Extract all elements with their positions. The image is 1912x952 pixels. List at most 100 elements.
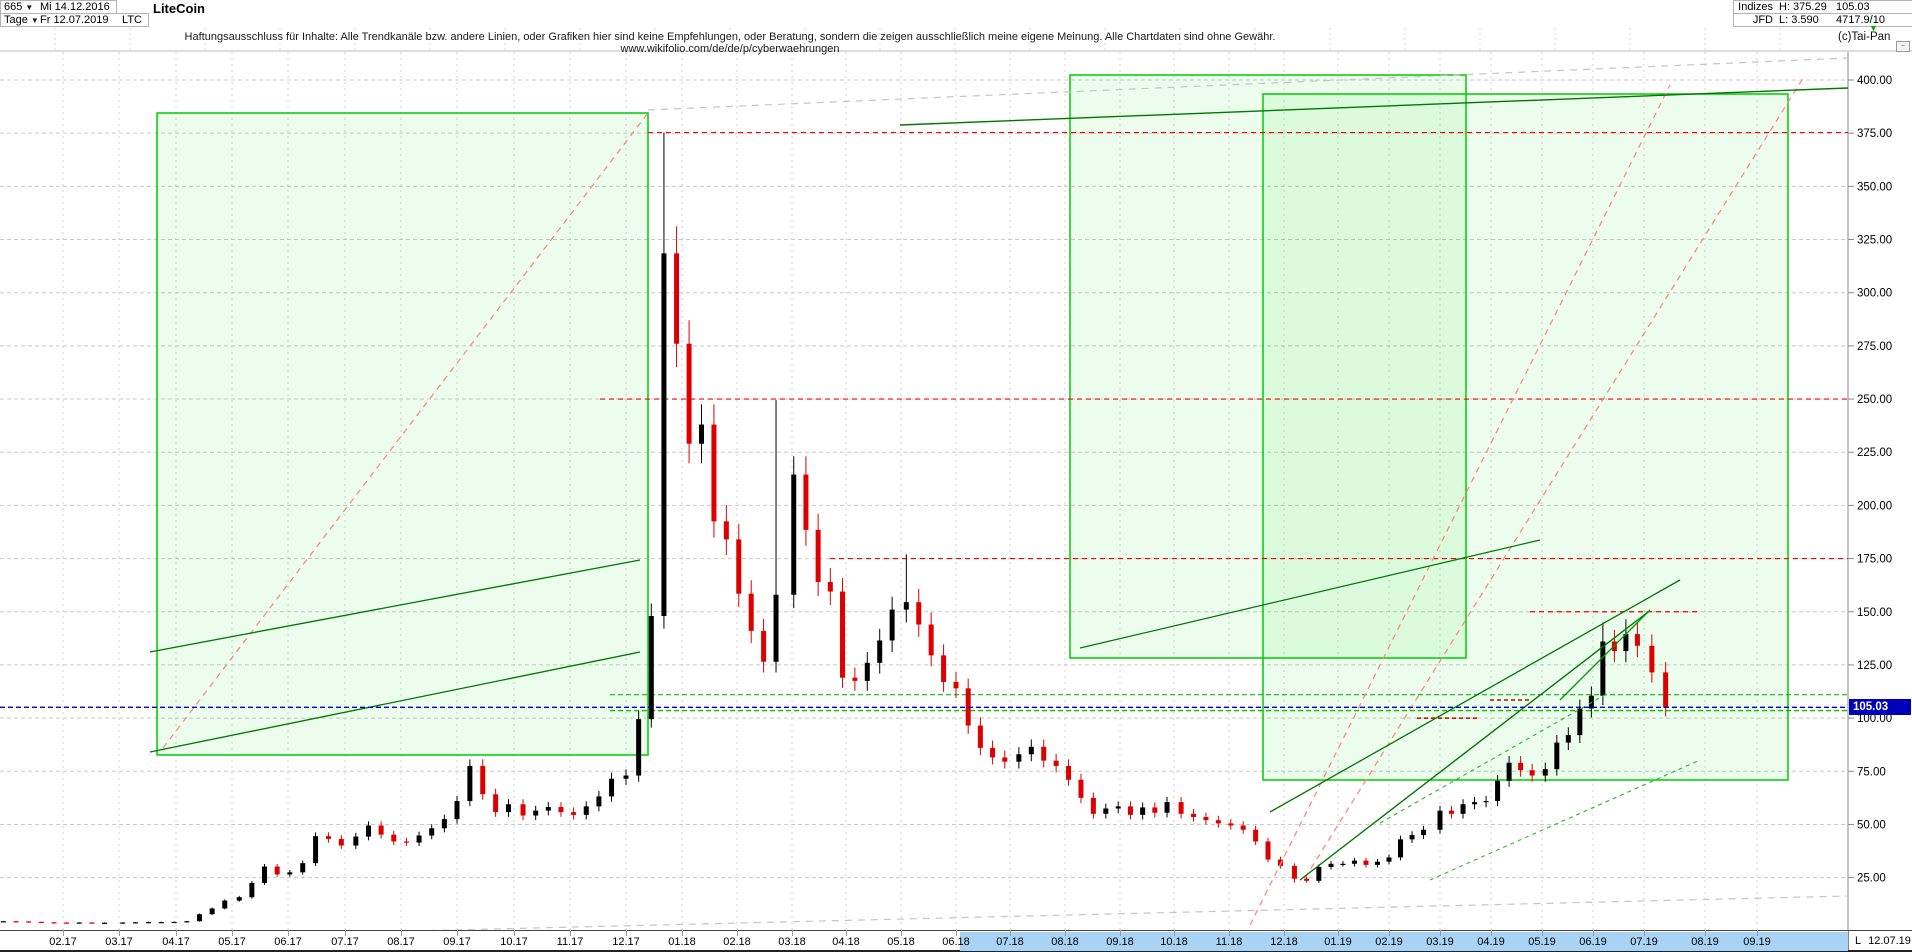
y-axis-label: 175.00 xyxy=(1857,554,1892,566)
candle-body xyxy=(1090,797,1096,814)
x-axis-label: 05.17 xyxy=(218,936,246,948)
cursor-date-cell: 12.07.19 xyxy=(1867,931,1912,950)
symbol-cell: LTC xyxy=(116,13,149,27)
timeframe-value: Tage xyxy=(4,14,28,26)
candle-body xyxy=(877,640,883,663)
candle-body xyxy=(1066,765,1072,780)
trend-line xyxy=(149,651,641,753)
date-from-field[interactable]: Mi 14.12.2016 xyxy=(37,0,117,14)
candle-body xyxy=(1053,760,1059,766)
candle-body xyxy=(1506,762,1512,781)
x-axis-tick xyxy=(176,930,177,936)
candle-body xyxy=(300,863,306,873)
candle-body xyxy=(1472,802,1478,805)
x-axis-tick xyxy=(737,930,738,936)
low-value-cell: L: 3.590 xyxy=(1776,13,1834,27)
candle-body xyxy=(325,836,331,839)
candle-body xyxy=(596,796,602,807)
candle-body xyxy=(903,602,909,610)
x-axis-label: 07.17 xyxy=(331,936,359,948)
candle-body xyxy=(1228,823,1234,826)
bars-count-dropdown[interactable]: 665 ▼ xyxy=(0,0,38,14)
candle-body xyxy=(533,810,539,816)
source-name: Indizes xyxy=(1738,1,1773,13)
candle-body xyxy=(889,609,895,641)
chevron-down-icon: ▼ xyxy=(30,15,39,25)
trend-line xyxy=(1559,609,1651,701)
date-to-field[interactable]: Fr 12.07.2019 xyxy=(37,13,117,27)
candle-body xyxy=(1542,769,1548,776)
x-axis-tick xyxy=(1174,930,1175,936)
timeframe-dropdown[interactable]: Tage ▼ xyxy=(0,13,39,27)
candle-body xyxy=(1565,735,1571,743)
x-axis-tick xyxy=(1440,930,1441,936)
x-axis-label: 06.17 xyxy=(274,936,302,948)
candle-body xyxy=(623,775,629,779)
x-axis-tick xyxy=(1705,930,1706,936)
candle-body xyxy=(1623,634,1629,652)
candle-body xyxy=(1240,825,1246,830)
x-axis-label: 06.18 xyxy=(942,936,970,948)
bars-count-value: 665 xyxy=(4,1,23,13)
x-axis-tick xyxy=(401,930,402,936)
candle-body xyxy=(1398,839,1404,858)
candle-body xyxy=(145,922,151,924)
copyright-label: (c)Tai-Pan xyxy=(1838,31,1891,43)
sell-marker-triangle-icon: ▼ xyxy=(1869,23,1878,33)
y-axis-label: 300.00 xyxy=(1857,288,1892,300)
candle-body xyxy=(467,765,473,802)
candle-body xyxy=(1386,857,1392,862)
candle-body xyxy=(378,825,384,835)
candle-body xyxy=(1002,757,1008,762)
candle-body xyxy=(209,908,215,915)
candle-body xyxy=(545,807,551,811)
volume-cell: 4717.9/10 xyxy=(1833,13,1912,27)
candle-body xyxy=(1374,861,1380,865)
candle-body xyxy=(1634,634,1640,646)
trend-box-2019-tall xyxy=(1069,74,1467,659)
x-axis-label: 04.17 xyxy=(162,936,190,948)
x-axis-tick xyxy=(232,930,233,936)
low-value: L: 3.590 xyxy=(1779,14,1819,26)
candle-body xyxy=(313,836,319,864)
candle-body xyxy=(1363,860,1369,865)
x-axis-label: 11.17 xyxy=(556,936,584,948)
x-axis-label: 05.19 xyxy=(1528,936,1556,948)
candle-body xyxy=(1554,742,1560,770)
x-axis-tick xyxy=(792,930,793,936)
candle-body xyxy=(852,677,858,681)
candle-body xyxy=(648,616,654,720)
candle-body xyxy=(1600,641,1606,696)
symbol-value: LTC xyxy=(122,14,142,26)
candle-body xyxy=(1178,802,1184,814)
candle-body xyxy=(1409,835,1415,840)
candle-body xyxy=(353,836,359,846)
candle-body xyxy=(1103,808,1109,814)
x-axis-tick xyxy=(1644,930,1645,936)
candle-body xyxy=(1041,746,1047,761)
candle-body xyxy=(274,866,280,875)
x-axis-label: 03.19 xyxy=(1426,936,1454,948)
x-axis-tick xyxy=(1491,930,1492,936)
x-axis-label: 09.18 xyxy=(1106,936,1134,948)
source-row1-cell: Indizes xyxy=(1733,0,1777,14)
minimize-icon[interactable]: − xyxy=(1896,41,1910,52)
trend-box-2019-wide xyxy=(1262,93,1789,781)
trend-line xyxy=(1249,84,1671,926)
trend-line xyxy=(647,57,1849,111)
candle-body xyxy=(89,922,95,924)
x-axis-tick xyxy=(119,930,120,936)
x-axis-tick xyxy=(345,930,346,936)
x-axis-tick xyxy=(570,930,571,936)
candle-body xyxy=(196,914,202,922)
candle-body xyxy=(583,806,589,815)
trend-line xyxy=(0,895,1849,942)
x-axis-label: 02.18 xyxy=(723,936,751,948)
candle-body xyxy=(102,922,108,924)
candle-body xyxy=(441,819,447,829)
candle-body xyxy=(1127,806,1133,815)
x-axis-tick xyxy=(1338,930,1339,936)
candle-body xyxy=(26,921,32,923)
